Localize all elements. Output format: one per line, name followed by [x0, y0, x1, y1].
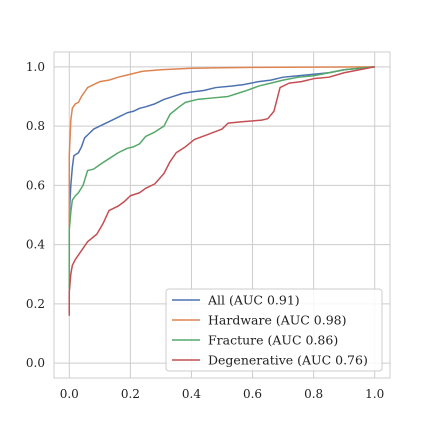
- legend-label: All (AUC 0.91): [207, 293, 300, 308]
- x-tick-label: 0.6: [243, 387, 262, 401]
- y-tick-label: 0.2: [26, 297, 45, 311]
- y-tick-label: 0.8: [26, 119, 45, 133]
- x-tick-label: 0.0: [60, 387, 79, 401]
- grid-lines: [54, 52, 390, 378]
- y-tick-label: 1.0: [26, 60, 45, 74]
- series-line-1: [68, 66, 375, 290]
- x-tick-label: 0.2: [121, 387, 140, 401]
- x-tick-label: 0.4: [182, 387, 201, 401]
- y-tick-label: 0.6: [26, 178, 45, 192]
- x-tick-label: 1.0: [365, 387, 384, 401]
- y-tick-labels: 0.0 0.2 0.4 0.6 0.8 1.0: [26, 60, 45, 370]
- legend-label: Fracture (AUC 0.86): [208, 333, 338, 348]
- x-tick-labels: 0.0 0.2 0.4 0.6 0.8 1.0: [60, 387, 385, 401]
- plot-frame: [53, 51, 391, 379]
- series-line-0: [68, 66, 375, 290]
- y-tick-label: 0.4: [26, 238, 45, 252]
- legend-box: [165, 288, 383, 372]
- series-lines: [68, 66, 375, 316]
- legend-label: Degenerative (AUC 0.76): [208, 353, 368, 368]
- legend: All (AUC 0.91) Hardware (AUC 0.98) Fractur…: [165, 288, 383, 372]
- y-tick-label: 0.0: [26, 356, 45, 370]
- series-line-3: [68, 66, 375, 316]
- x-tick-label: 0.8: [304, 387, 323, 401]
- legend-label: Hardware (AUC 0.98): [208, 313, 347, 328]
- series-line-2: [68, 66, 375, 290]
